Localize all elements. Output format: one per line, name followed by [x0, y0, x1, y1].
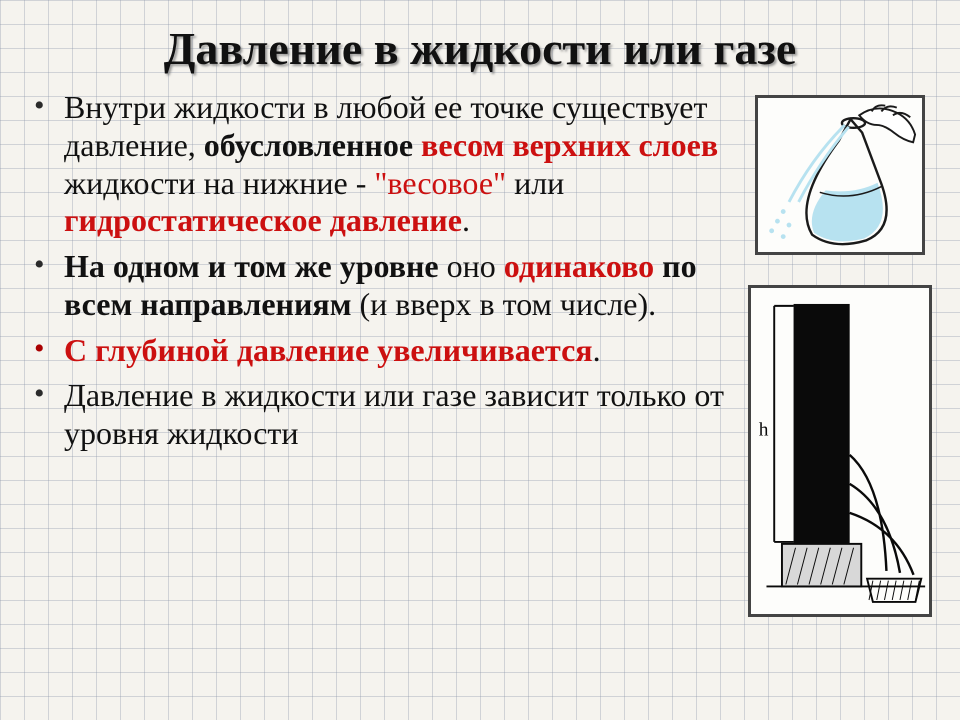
bullet-1-bold-red: весом верхних слоев	[421, 127, 718, 163]
bullet-1-bold: обусловленное	[204, 127, 421, 163]
bullet-1-text-plain-2: жидкости на нижние -	[64, 165, 374, 201]
bullet-2-bold: На одном и том же уровне	[64, 248, 439, 284]
bullet-4: Давление в жидкости или газе зависит тол…	[60, 377, 738, 453]
bullet-3-period: .	[593, 332, 601, 368]
bullet-2-plain: оно	[439, 248, 504, 284]
slide-title: Давление в жидкости или газе	[28, 22, 932, 75]
height-label: h	[759, 420, 769, 441]
bullet-2-plain-2: (и вверх в том числе).	[352, 286, 657, 322]
text-column: Внутри жидкости в любой ее точке существ…	[28, 89, 738, 617]
bullet-1: Внутри жидкости в любой ее точке существ…	[60, 89, 738, 240]
bullet-2: На одном и том же уровне оно одинаково п…	[60, 248, 738, 324]
bullet-1-period: .	[462, 202, 470, 238]
water-column-streams-icon: h	[751, 288, 929, 614]
bullet-3: С глубиной давление увеличивается.	[60, 332, 738, 370]
water-column-figure: h	[748, 285, 932, 617]
content-row: Внутри жидкости в любой ее точке существ…	[28, 89, 932, 617]
figure-column: h	[748, 89, 932, 617]
bullet-1-bold-red-2: гидростатическое давление	[64, 202, 462, 238]
flask-figure	[755, 95, 925, 255]
slide: Давление в жидкости или газе Внутри жидк…	[0, 0, 960, 720]
bullet-3-bold-red: С глубиной давление увеличивается	[64, 332, 593, 368]
bullet-1-text-plain-3: или	[506, 165, 564, 201]
bullet-2-bold-red: одинаково	[504, 248, 654, 284]
bullet-list: Внутри жидкости в любой ее точке существ…	[28, 89, 738, 453]
bullet-4-plain: Давление в жидкости или газе зависит тол…	[64, 377, 724, 451]
bullet-1-red: "весовое"	[374, 165, 506, 201]
flask-pouring-icon	[758, 98, 922, 252]
